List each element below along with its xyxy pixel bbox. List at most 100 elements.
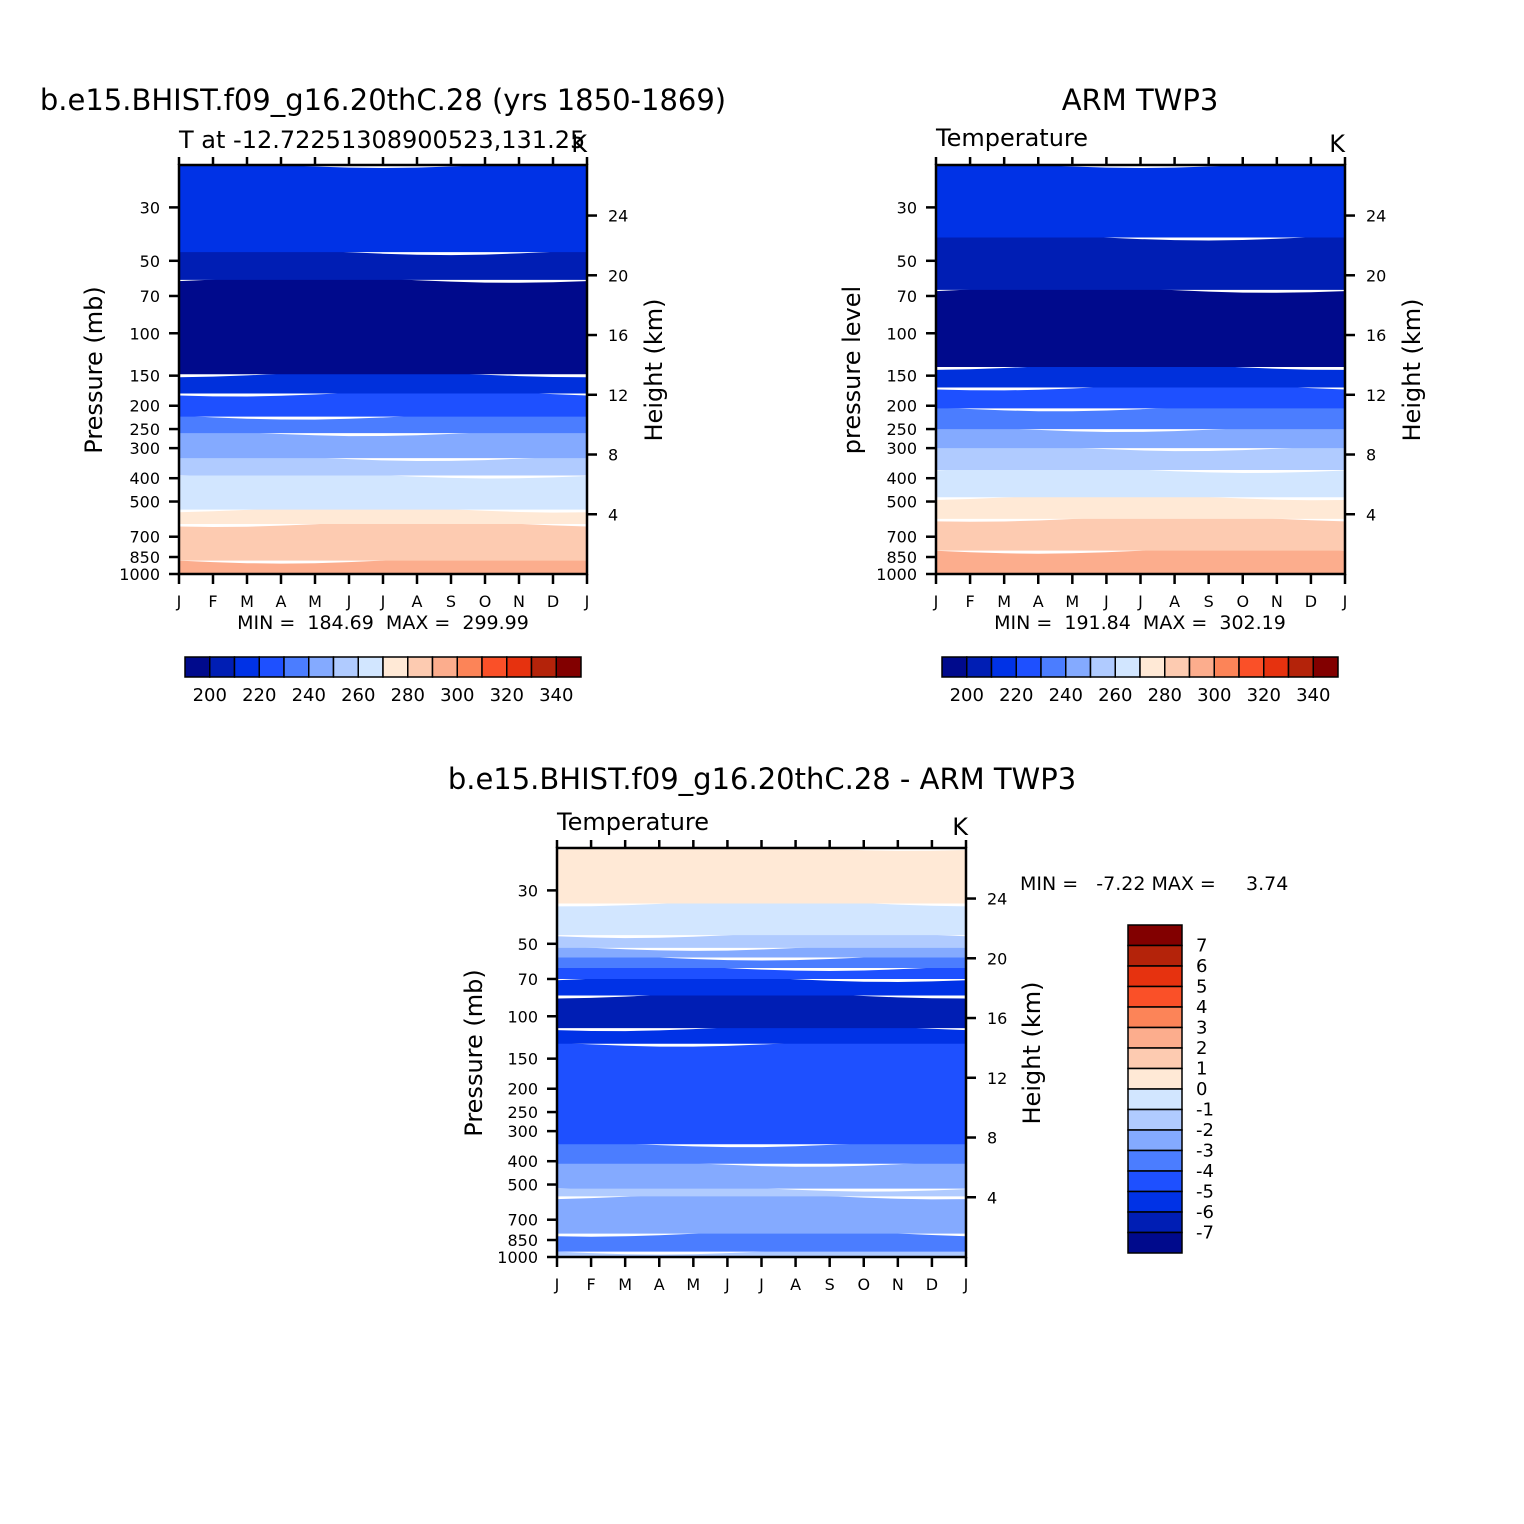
- height-tick-label: 4: [1366, 505, 1376, 524]
- colorbar-label: -4: [1196, 1161, 1214, 1182]
- colorbar-label: -7: [1196, 1223, 1214, 1244]
- colorbar-swatch: [258, 656, 285, 678]
- y-tick-label: 50: [518, 935, 538, 954]
- colorbar-label: 320: [490, 685, 524, 706]
- y-tick-label: 50: [897, 252, 917, 271]
- y-tick-label: 300: [507, 1122, 538, 1141]
- colorbar-swatch: [1127, 1088, 1183, 1111]
- y-tick-label: 30: [140, 198, 160, 217]
- height-tick-label: 8: [608, 446, 618, 465]
- x-tick-label: M: [618, 1275, 632, 1294]
- panel-obs-subtitle-right: K: [1329, 130, 1346, 158]
- colorbar-swatch: [1127, 1211, 1183, 1234]
- colorbar-swatch: [1015, 656, 1042, 678]
- height-tick-label: 16: [987, 1009, 1007, 1028]
- y-tick-label: 100: [507, 1007, 538, 1026]
- contour-band: [179, 557, 587, 574]
- colorbar-label: 300: [440, 685, 474, 706]
- colorbar-swatch: [431, 656, 458, 678]
- colorbar-swatch: [555, 656, 582, 678]
- x-tick-label: J: [1137, 592, 1143, 611]
- colorbar-label: 7: [1196, 936, 1207, 957]
- colorbar-swatch: [941, 656, 968, 678]
- height-tick-label: 12: [987, 1069, 1007, 1088]
- y-tick-label: 500: [507, 1176, 538, 1195]
- x-tick-label: F: [208, 592, 217, 611]
- y-tick-label: 700: [129, 528, 160, 547]
- colorbar-label: 340: [539, 685, 573, 706]
- contour-band: [179, 165, 587, 253]
- y-tick-label: 250: [507, 1103, 538, 1122]
- contour-band: [179, 430, 587, 459]
- contour-band: [936, 467, 1345, 498]
- panel-obs-stats: MIN = 191.84 MAX = 302.19: [994, 612, 1286, 634]
- colorbar-swatch: [209, 656, 236, 678]
- contour-band: [557, 1193, 966, 1234]
- x-tick-label: S: [1204, 592, 1214, 611]
- x-tick-label: D: [1305, 592, 1317, 611]
- colorbar-swatch: [1127, 1129, 1183, 1152]
- colorbar-label: 2: [1196, 1038, 1207, 1059]
- y-tick-label: 300: [886, 439, 917, 458]
- colorbar-label: 280: [391, 685, 425, 706]
- x-tick-label: N: [513, 592, 525, 611]
- panel-diff-title: b.e15.BHIST.f09_g16.20thC.28 - ARM TWP3: [448, 762, 1076, 796]
- x-tick-label: M: [1065, 592, 1079, 611]
- x-tick-label: J: [1103, 592, 1109, 611]
- contour-band: [936, 494, 1345, 519]
- x-tick-label: F: [965, 592, 974, 611]
- colorbar-swatch: [1089, 656, 1116, 678]
- y-tick-label: 100: [129, 324, 160, 343]
- contour-band: [936, 384, 1345, 409]
- colorbar-swatch: [1164, 656, 1191, 678]
- y-tick-label: 300: [129, 439, 160, 458]
- colorbar-swatch: [1127, 1170, 1183, 1193]
- contour-band: [179, 455, 587, 476]
- colorbar-swatch: [1127, 1231, 1183, 1254]
- x-tick-label: J: [758, 1275, 764, 1294]
- contour-band: [557, 932, 966, 948]
- panel-obs: ARM TWP3 Temperature K J F M A M J J A S O N D J 30 50…: [838, 83, 1426, 706]
- x-tick-label: J: [1342, 592, 1348, 611]
- y-tick-label: 50: [140, 252, 160, 271]
- x-tick-label: J: [346, 592, 352, 611]
- colorbar-swatch: [990, 656, 1017, 678]
- x-tick-label: J: [176, 592, 182, 611]
- colorbar-swatch: [1127, 985, 1183, 1008]
- colorbar-label: 320: [1247, 685, 1281, 706]
- colorbar-label: 240: [1049, 685, 1083, 706]
- colorbar-label: 1: [1196, 1059, 1207, 1080]
- x-tick-label: J: [963, 1275, 969, 1294]
- contour-band: [179, 506, 587, 525]
- panel-model-subtitle-left: T at -12.72251308900523,131.25: [178, 126, 585, 154]
- contour-band: [936, 165, 1345, 238]
- panel-model-title: b.e15.BHIST.f09_g16.20thC.28 (yrs 1850-1…: [40, 83, 726, 117]
- panel-obs-subtitle-left: Temperature: [935, 124, 1088, 152]
- height-tick-label: 4: [608, 505, 618, 524]
- x-tick-label: N: [892, 1275, 904, 1294]
- y-tick-label: 70: [897, 287, 917, 306]
- height-tick-label: 4: [987, 1188, 997, 1207]
- height-tick-label: 16: [608, 326, 628, 345]
- colorbar-swatch: [1127, 1026, 1183, 1049]
- contour-band: [557, 954, 966, 968]
- x-tick-label: J: [933, 592, 939, 611]
- colorbar-label: 3: [1196, 1018, 1207, 1039]
- x-tick-label: N: [1271, 592, 1283, 611]
- colorbar-swatch: [1188, 656, 1215, 678]
- y-tick-label: 400: [129, 469, 160, 488]
- x-tick-label: A: [412, 592, 423, 611]
- colorbar-label: -3: [1196, 1141, 1214, 1162]
- colorbar-swatch: [184, 656, 211, 678]
- x-tick-label: O: [857, 1275, 870, 1294]
- y-tick-label: 700: [507, 1211, 538, 1230]
- height-tick-label: 12: [1366, 386, 1386, 405]
- x-tick-label: A: [1169, 592, 1180, 611]
- colorbar-label: 260: [341, 685, 375, 706]
- x-tick-label: D: [926, 1275, 938, 1294]
- height-tick-label: 20: [987, 949, 1007, 968]
- panel-model-subtitle-right: K: [571, 130, 588, 158]
